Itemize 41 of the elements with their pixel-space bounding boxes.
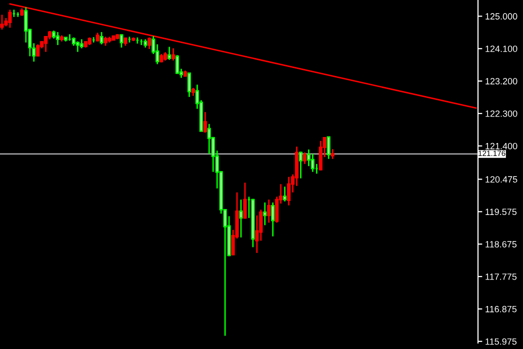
candlestick [104, 36, 108, 46]
candlestick [298, 150, 303, 180]
candlestick [302, 152, 307, 165]
candlestick [283, 186, 287, 202]
y-tick-label: 115.975 [486, 338, 517, 345]
y-tick-label: 119.575 [486, 208, 517, 216]
candlestick [8, 9, 12, 28]
y-tick-label: 122.300 [486, 110, 518, 117]
candlestick [120, 34, 124, 48]
candlestick [243, 182, 247, 220]
candlestick [36, 44, 40, 57]
candlestick [239, 198, 243, 238]
candlestick [175, 54, 180, 75]
candlestick [100, 31, 104, 46]
y-tick-label: 116.875 [486, 306, 517, 312]
candlestick [187, 72, 191, 98]
candlestick [56, 31, 60, 46]
y-tick-label: 118.675 [486, 241, 517, 248]
candlestick [207, 123, 211, 155]
candlestick [318, 140, 322, 172]
y-tick-label: 121.400 [486, 142, 518, 150]
candlestick [263, 202, 267, 226]
candlestick [44, 35, 48, 53]
y-tick-label: 123.200 [486, 78, 518, 84]
y-tick-label: 120.475 [486, 176, 518, 183]
y-tick-label: 124.100 [486, 46, 518, 52]
y-tick-label: 125.000 [486, 13, 518, 20]
candlestick [326, 136, 330, 160]
candlestick [171, 48, 176, 62]
candlestick [80, 38, 84, 49]
candlestick [76, 40, 80, 53]
candlestick [267, 198, 271, 224]
candlestick [287, 176, 291, 206]
candlestick [203, 111, 207, 134]
y-tick-label: 117.775 [486, 274, 517, 280]
candlestick [271, 202, 275, 238]
candlestick [310, 153, 314, 173]
candlestick [168, 46, 172, 61]
candlestick [148, 36, 152, 50]
candlestick [0, 14, 4, 30]
candlestick [330, 148, 334, 160]
